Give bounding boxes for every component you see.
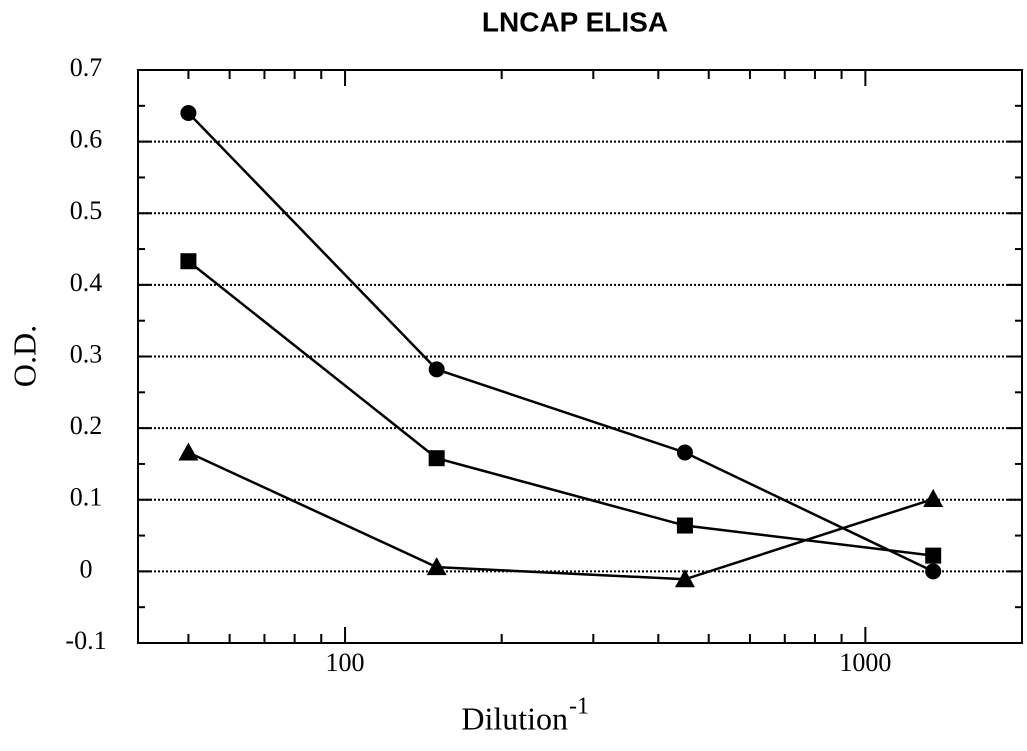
triangle-marker bbox=[178, 442, 199, 461]
x-axis-label-exponent: -1 bbox=[569, 694, 589, 720]
x-axis-label: Dilution bbox=[461, 700, 568, 736]
plot-frame bbox=[137, 69, 1023, 644]
y-tick-label: 0.4 bbox=[70, 268, 103, 297]
circle-marker bbox=[428, 361, 445, 378]
y-tick-label: -0.1 bbox=[65, 626, 106, 655]
triangle-marker bbox=[426, 557, 447, 576]
x-tick-label: 100 bbox=[326, 648, 365, 677]
series-line bbox=[187, 112, 934, 573]
square-marker bbox=[676, 517, 693, 534]
y-tick-label: 0.6 bbox=[70, 125, 103, 154]
triangle-marker bbox=[674, 569, 695, 588]
y-tick-label: 0 bbox=[80, 554, 93, 583]
y-tick-label: 0.2 bbox=[70, 411, 103, 440]
square-marker bbox=[925, 547, 942, 564]
circle-marker bbox=[180, 104, 197, 121]
square-marker bbox=[428, 450, 445, 467]
series-line bbox=[187, 451, 934, 581]
circle-marker bbox=[676, 444, 693, 461]
chart-title: LNCAP ELISA bbox=[482, 6, 668, 37]
y-axis-label: O.D. bbox=[6, 325, 42, 387]
triangle-marker bbox=[923, 489, 944, 508]
y-tick-label: 0.1 bbox=[70, 483, 103, 512]
y-tick-label: 0.7 bbox=[70, 53, 103, 82]
x-tick-label: 1000 bbox=[839, 648, 891, 677]
circle-marker bbox=[925, 563, 942, 580]
y-tick-label: 0.5 bbox=[70, 196, 103, 225]
series-line bbox=[187, 260, 934, 557]
y-tick-label: 0.3 bbox=[70, 339, 103, 368]
square-marker bbox=[180, 253, 197, 270]
